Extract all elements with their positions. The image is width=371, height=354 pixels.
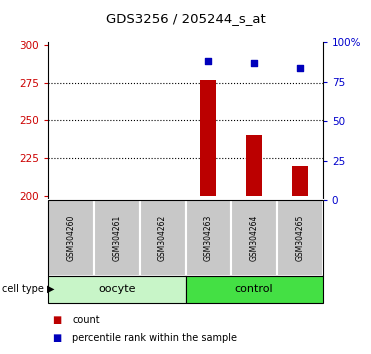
Text: ■: ■ <box>52 333 61 343</box>
Point <box>251 60 257 66</box>
Text: GSM304260: GSM304260 <box>67 215 76 261</box>
Bar <box>186 276 323 303</box>
Text: oocyte: oocyte <box>98 284 136 295</box>
Bar <box>246 136 262 195</box>
Bar <box>231 200 277 276</box>
Point <box>297 65 303 70</box>
Bar <box>277 200 323 276</box>
Point <box>206 58 211 64</box>
Bar <box>200 80 216 195</box>
Bar <box>48 200 94 276</box>
Text: GDS3256 / 205244_s_at: GDS3256 / 205244_s_at <box>106 12 265 25</box>
Bar <box>140 200 186 276</box>
Text: control: control <box>235 284 273 295</box>
Text: percentile rank within the sample: percentile rank within the sample <box>72 333 237 343</box>
Text: GSM304262: GSM304262 <box>158 215 167 261</box>
Text: count: count <box>72 315 100 325</box>
Bar <box>94 200 140 276</box>
Text: GSM304261: GSM304261 <box>112 215 121 261</box>
Text: GSM304263: GSM304263 <box>204 215 213 261</box>
Bar <box>186 200 231 276</box>
Text: ■: ■ <box>52 315 61 325</box>
Bar <box>292 166 308 195</box>
Text: GSM304265: GSM304265 <box>295 215 304 261</box>
Bar <box>48 276 186 303</box>
Text: cell type ▶: cell type ▶ <box>2 284 55 295</box>
Text: GSM304264: GSM304264 <box>250 215 259 261</box>
